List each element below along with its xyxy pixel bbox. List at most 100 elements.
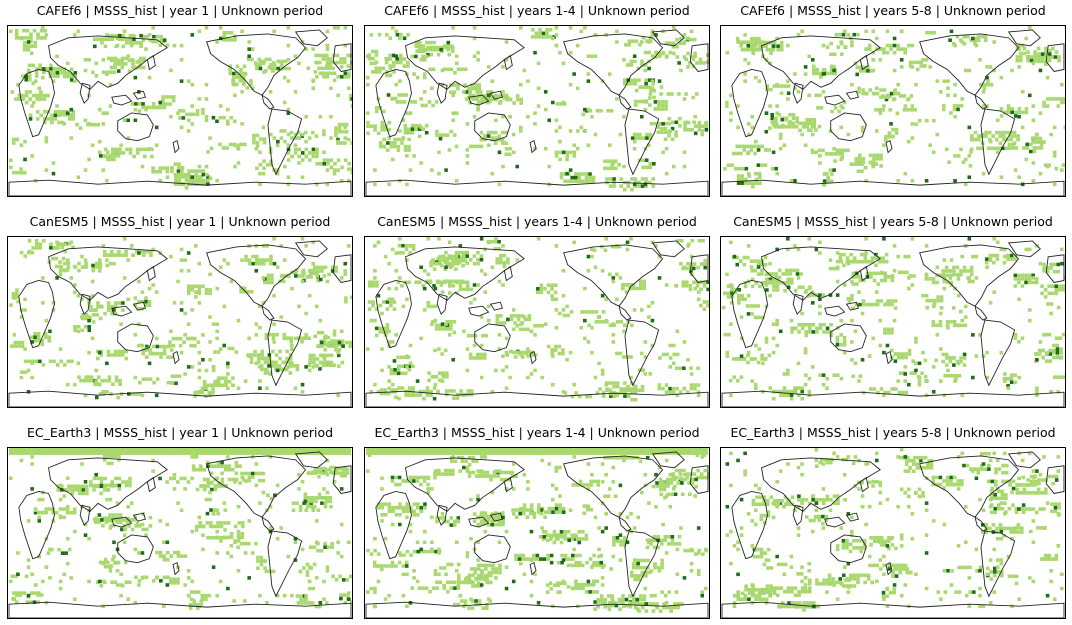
skill-cell — [625, 63, 630, 67]
skill-cell — [511, 308, 516, 312]
skill-cell — [113, 62, 117, 66]
skill-cell — [675, 352, 680, 357]
skill-cell — [49, 246, 53, 250]
skill-cell — [473, 83, 478, 87]
skill-cell — [847, 299, 852, 303]
skill-cell — [437, 237, 441, 241]
skill-cell — [327, 66, 332, 71]
skill-cell — [997, 146, 1002, 151]
skill-cell — [325, 168, 330, 172]
skill-cell — [727, 332, 731, 337]
skill-cell — [746, 171, 751, 176]
skill-cell — [903, 372, 908, 376]
skill-cell — [60, 110, 65, 114]
skill-cell — [378, 66, 382, 71]
skill-cell — [329, 86, 333, 91]
skill-cell — [887, 131, 892, 135]
skill-cell — [647, 85, 652, 90]
skill-cell — [889, 122, 893, 126]
skill-cell — [875, 47, 879, 51]
skill-cell — [320, 501, 324, 505]
skill-cell — [158, 166, 163, 170]
skill-cells — [9, 237, 352, 400]
skill-cell — [266, 277, 271, 281]
skill-cell — [371, 280, 376, 285]
coastline — [731, 280, 768, 349]
skill-cell — [598, 320, 602, 324]
skill-cell — [1015, 58, 1020, 63]
skill-cell — [171, 343, 176, 348]
skill-cell — [293, 90, 298, 94]
skill-cell — [862, 69, 867, 73]
skill-cell — [329, 158, 334, 162]
skill-cell — [408, 361, 413, 366]
skill-cell — [566, 313, 570, 318]
skill-cell — [114, 33, 118, 38]
skill-cell — [1040, 59, 1045, 63]
skill-cell — [208, 357, 212, 362]
skill-cell — [147, 75, 152, 80]
skill-cell — [27, 359, 31, 364]
skill-cell — [641, 85, 646, 89]
skill-cell — [208, 288, 212, 292]
coastline — [375, 280, 412, 349]
skill-cell — [554, 26, 559, 30]
skill-cell — [143, 154, 147, 159]
skill-cell — [319, 340, 324, 345]
skill-cell — [176, 581, 180, 585]
skill-cell — [938, 323, 943, 328]
skill-cell — [431, 261, 435, 266]
skill-cell — [328, 499, 333, 504]
skill-cell — [898, 371, 903, 375]
skill-cell — [967, 125, 972, 130]
skill-cell — [14, 36, 19, 40]
skill-cell — [94, 61, 98, 66]
skill-cell — [733, 290, 738, 294]
skill-cell — [323, 501, 328, 505]
skill-cell — [275, 143, 280, 147]
skill-cell — [313, 334, 317, 339]
skill-cell — [625, 240, 630, 245]
skill-cell — [261, 276, 266, 280]
skill-cell — [262, 258, 266, 262]
skill-cell — [647, 78, 652, 82]
skill-cell — [960, 254, 964, 259]
skill-cell — [897, 352, 901, 356]
skill-cell — [403, 371, 408, 376]
skill-cell — [722, 305, 726, 310]
skill-cell — [19, 250, 24, 255]
skill-cell — [421, 54, 425, 59]
skill-cell — [885, 343, 890, 348]
skill-cells — [723, 26, 1065, 189]
skill-cell — [415, 75, 420, 80]
skill-cell — [449, 320, 453, 324]
skill-cell — [405, 154, 409, 158]
skill-cell — [572, 72, 576, 76]
skill-cell — [48, 359, 53, 364]
skill-cell — [573, 175, 578, 180]
skill-cell — [483, 352, 487, 357]
skill-cell — [504, 146, 509, 151]
skill-cell — [134, 392, 138, 396]
skill-cell — [101, 111, 106, 115]
skill-cell — [162, 166, 166, 170]
skill-cell — [857, 86, 861, 91]
skill-cell — [671, 120, 675, 125]
skill-cell — [374, 70, 379, 74]
skill-cell — [701, 124, 705, 128]
skill-cell — [967, 68, 972, 73]
skill-cell — [189, 343, 194, 348]
skill-cell — [746, 150, 751, 155]
skill-cell — [835, 339, 840, 343]
skill-cell — [815, 330, 819, 334]
skill-cell — [388, 53, 392, 58]
skill-cell — [300, 237, 305, 241]
skill-cell — [317, 53, 322, 58]
skill-cell — [800, 322, 805, 327]
skill-cell — [739, 151, 743, 156]
skill-cell — [117, 301, 122, 305]
skill-cell — [924, 272, 929, 277]
skill-cell — [634, 136, 639, 140]
skill-cell — [286, 182, 291, 187]
skill-cell — [117, 253, 121, 257]
